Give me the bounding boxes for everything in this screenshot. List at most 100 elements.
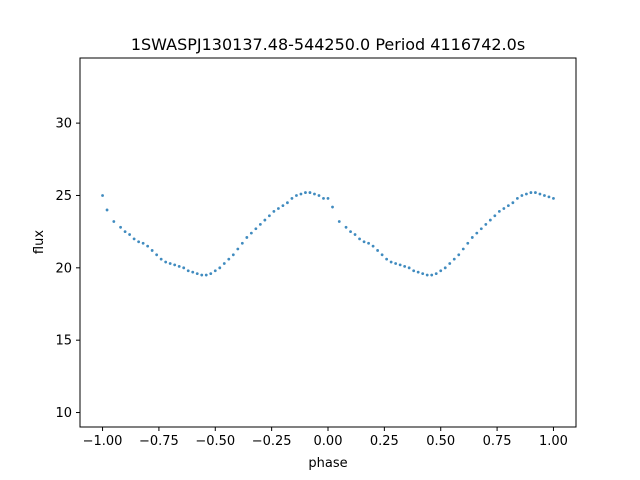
data-point bbox=[155, 253, 159, 257]
data-point bbox=[367, 241, 370, 245]
y-tick-label: 25 bbox=[55, 189, 72, 204]
data-points bbox=[101, 191, 555, 277]
data-point bbox=[337, 220, 341, 223]
data-point bbox=[258, 223, 262, 226]
x-tick-label: −0.75 bbox=[139, 434, 179, 449]
data-point bbox=[101, 194, 104, 197]
data-point bbox=[470, 236, 474, 239]
data-point bbox=[466, 241, 470, 245]
data-point bbox=[173, 263, 177, 267]
data-point bbox=[218, 266, 222, 270]
data-point bbox=[412, 269, 416, 273]
data-point bbox=[497, 209, 501, 213]
data-point bbox=[479, 227, 483, 231]
data-point bbox=[281, 204, 285, 208]
x-tick-label: 1.00 bbox=[539, 434, 568, 449]
data-point bbox=[439, 269, 443, 273]
data-point bbox=[317, 194, 321, 197]
x-tick-label: −1.00 bbox=[83, 434, 123, 449]
data-point bbox=[448, 262, 452, 265]
data-point bbox=[475, 231, 479, 235]
data-point bbox=[290, 196, 294, 200]
data-point bbox=[326, 196, 330, 200]
data-point bbox=[137, 240, 141, 244]
data-point bbox=[240, 241, 244, 245]
data-point bbox=[394, 262, 398, 265]
data-point bbox=[538, 192, 542, 196]
data-point bbox=[331, 205, 334, 209]
data-point bbox=[322, 196, 325, 200]
x-tick-label: 0.50 bbox=[426, 434, 455, 449]
x-axis: −1.00 −0.75 −0.50 −0.25 0.00 0.25 0.50 0.75 1.00 bbox=[83, 427, 568, 449]
data-point bbox=[434, 272, 438, 276]
data-point bbox=[488, 218, 492, 222]
data-point bbox=[425, 273, 429, 277]
y-tick-label: 15 bbox=[55, 334, 72, 349]
data-point bbox=[421, 272, 425, 276]
data-point bbox=[313, 192, 316, 196]
data-point bbox=[457, 253, 461, 257]
data-point bbox=[213, 269, 217, 273]
y-axis: 10 15 20 25 30 bbox=[55, 117, 80, 421]
plot-frame bbox=[79, 57, 577, 428]
data-point bbox=[105, 208, 109, 212]
data-point bbox=[376, 249, 379, 252]
data-point bbox=[164, 260, 168, 264]
data-point bbox=[443, 266, 447, 270]
data-point bbox=[112, 220, 116, 223]
data-point bbox=[245, 236, 249, 239]
y-tick-label: 20 bbox=[55, 261, 72, 276]
data-point bbox=[371, 244, 375, 248]
data-point bbox=[195, 272, 199, 276]
x-tick-label: −0.50 bbox=[195, 434, 235, 449]
data-point bbox=[150, 249, 154, 252]
data-point bbox=[168, 262, 172, 265]
data-point bbox=[231, 253, 235, 257]
data-point bbox=[502, 207, 506, 210]
data-point bbox=[529, 191, 533, 194]
data-point bbox=[385, 257, 389, 261]
y-axis-label: flux bbox=[32, 230, 47, 254]
data-point bbox=[141, 241, 145, 245]
data-point bbox=[295, 194, 298, 197]
data-point bbox=[493, 214, 497, 218]
data-point bbox=[430, 273, 434, 277]
data-point bbox=[186, 269, 190, 273]
data-point bbox=[182, 266, 186, 270]
data-point bbox=[267, 214, 271, 218]
data-point bbox=[380, 253, 384, 257]
data-point bbox=[552, 196, 555, 200]
data-point bbox=[506, 204, 510, 208]
x-tick-label: −0.25 bbox=[252, 434, 292, 449]
data-point bbox=[132, 237, 136, 241]
data-point bbox=[304, 191, 307, 194]
data-point bbox=[398, 263, 402, 267]
data-point bbox=[511, 201, 515, 205]
data-point bbox=[484, 223, 488, 226]
data-point bbox=[200, 273, 204, 277]
data-point bbox=[272, 209, 276, 213]
data-point bbox=[209, 272, 213, 276]
data-point bbox=[119, 225, 122, 229]
x-axis-label: phase bbox=[308, 456, 347, 471]
data-point bbox=[191, 270, 195, 274]
data-point bbox=[308, 191, 312, 194]
data-point bbox=[227, 257, 231, 261]
data-point bbox=[461, 247, 465, 251]
data-point bbox=[128, 233, 132, 236]
data-point bbox=[123, 230, 127, 234]
y-tick-label: 10 bbox=[55, 406, 72, 421]
data-point bbox=[520, 194, 524, 197]
data-point bbox=[525, 192, 528, 196]
x-tick-label: 0.00 bbox=[314, 434, 343, 449]
data-point bbox=[416, 270, 420, 274]
data-point bbox=[358, 237, 361, 241]
data-point bbox=[204, 273, 208, 277]
data-point bbox=[222, 262, 226, 265]
data-point bbox=[362, 240, 366, 244]
data-point bbox=[277, 207, 280, 210]
data-point bbox=[547, 195, 551, 199]
data-point bbox=[403, 264, 407, 268]
data-point bbox=[159, 257, 163, 261]
